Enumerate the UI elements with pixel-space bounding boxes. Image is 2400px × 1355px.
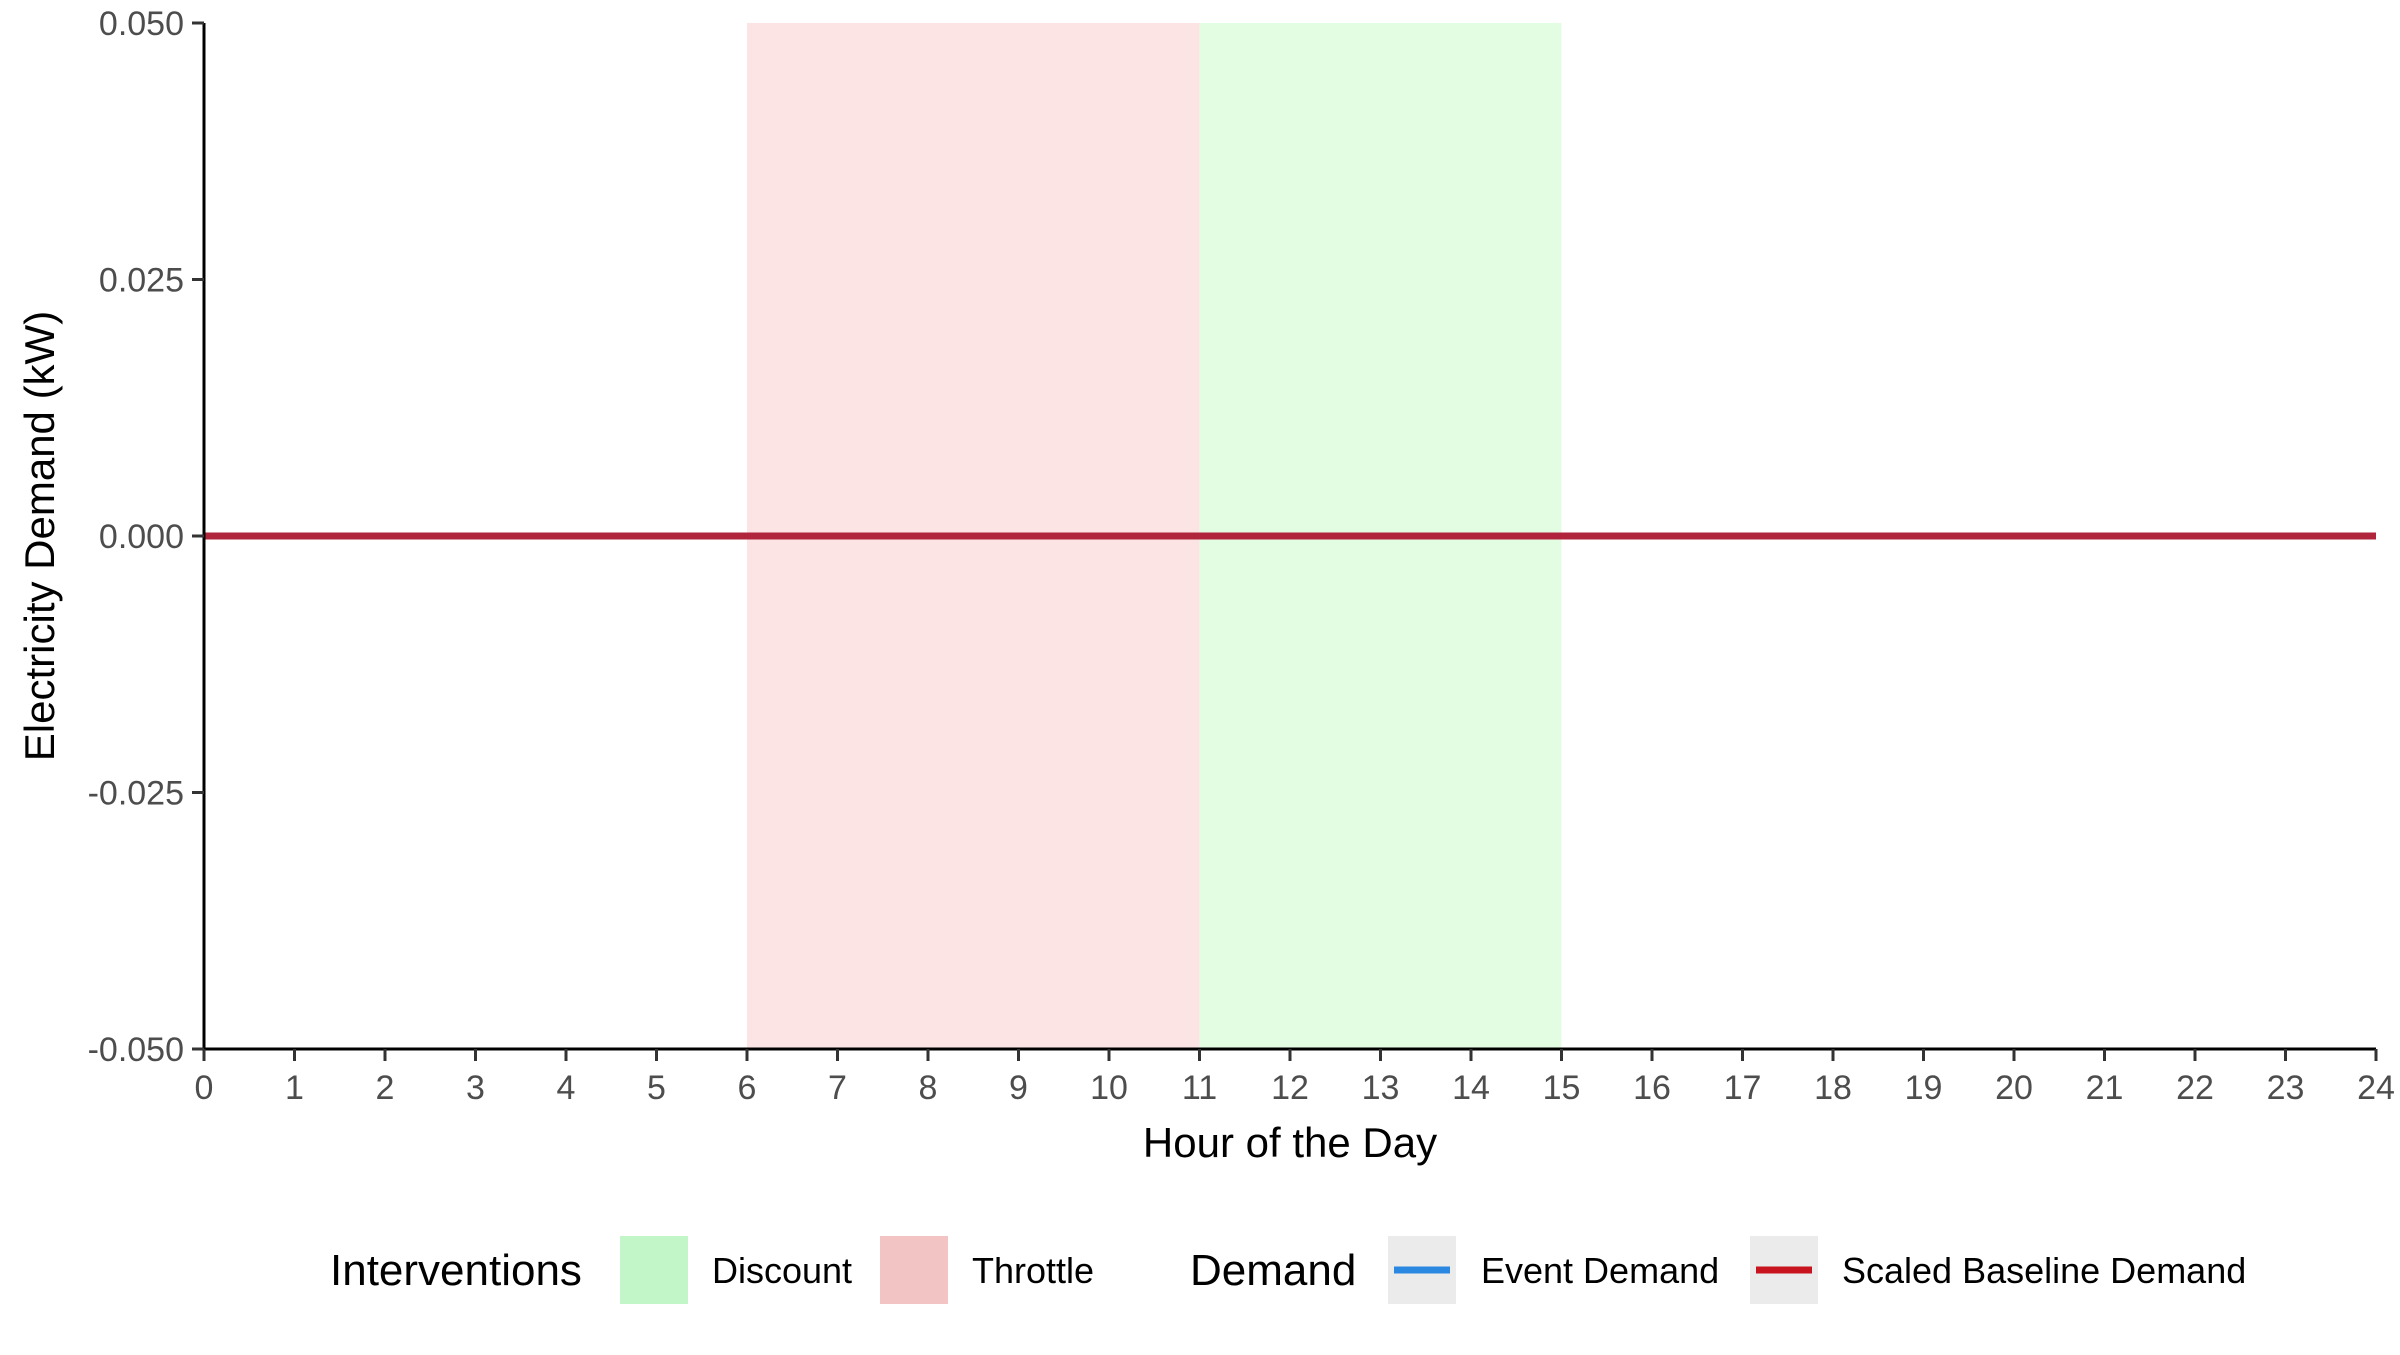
- x-tick-label: 24: [2357, 1069, 2395, 1107]
- x-tick-label: 8: [919, 1069, 938, 1107]
- x-tick-label: 7: [828, 1069, 847, 1107]
- legend-title-demand: Demand: [1190, 1246, 1356, 1295]
- legend-title-interventions: Interventions: [330, 1246, 582, 1295]
- y-axis-title: Electricity Demand (kW): [16, 311, 63, 761]
- x-tick-label: 0: [195, 1069, 214, 1107]
- x-tick-label: 9: [1009, 1069, 1028, 1107]
- legend-label-scaled-baseline-demand: Scaled Baseline Demand: [1842, 1250, 2246, 1291]
- legend-label-throttle: Throttle: [972, 1250, 1094, 1291]
- x-tick-label: 14: [1452, 1069, 1490, 1107]
- x-tick-label: 16: [1633, 1069, 1671, 1107]
- x-tick-label: 20: [1995, 1069, 2033, 1107]
- y-tick-label: 0.050: [99, 5, 184, 43]
- x-tick-label: 23: [2267, 1069, 2305, 1107]
- y-tick-label: -0.025: [88, 775, 184, 813]
- x-tick-label: 18: [1814, 1069, 1852, 1107]
- legend-key-discount: [620, 1236, 688, 1304]
- x-axis-title: Hour of the Day: [1143, 1119, 1437, 1166]
- x-tick-label: 4: [557, 1069, 576, 1107]
- x-tick-label: 12: [1271, 1069, 1309, 1107]
- x-tick-label: 15: [1543, 1069, 1581, 1107]
- x-tick-label: 6: [738, 1069, 757, 1107]
- legend-label-event-demand: Event Demand: [1481, 1250, 1719, 1291]
- y-tick-label: -0.050: [88, 1031, 184, 1069]
- x-tick-label: 2: [376, 1069, 395, 1107]
- legend-key-throttle: [880, 1236, 948, 1304]
- x-tick-label: 19: [1905, 1069, 1943, 1107]
- x-tick-label: 17: [1724, 1069, 1762, 1107]
- x-tick-label: 22: [2176, 1069, 2214, 1107]
- x-tick-label: 3: [466, 1069, 485, 1107]
- legend: Interventions Discount Throttle Demand Event…: [330, 1236, 2246, 1304]
- y-tick-label: 0.025: [99, 262, 184, 300]
- legend-label-discount: Discount: [712, 1250, 852, 1291]
- x-tick-label: 13: [1362, 1069, 1400, 1107]
- x-tick-label: 1: [285, 1069, 304, 1107]
- x-tick-label: 21: [2086, 1069, 2124, 1107]
- x-tick-label: 10: [1090, 1069, 1128, 1107]
- x-tick-label: 5: [647, 1069, 666, 1107]
- x-tick-label: 11: [1182, 1069, 1217, 1107]
- y-tick-label: 0.000: [99, 518, 184, 556]
